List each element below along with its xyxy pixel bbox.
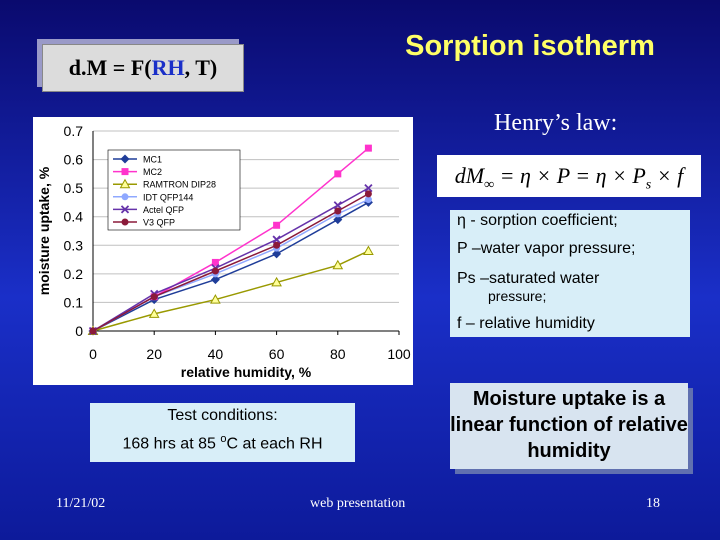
marker <box>272 249 282 259</box>
marker <box>148 308 160 318</box>
y-axis-label: moisture uptake, % <box>36 166 52 295</box>
x-tick-label: 40 <box>208 346 224 362</box>
formula-text: d.M = F( <box>68 55 152 80</box>
formula-box: d.M = F(RH, T) <box>42 44 244 92</box>
marker <box>363 245 374 255</box>
test-text: 168 hrs at 85 <box>122 435 221 453</box>
marker <box>210 275 220 285</box>
marker <box>271 276 282 287</box>
formula-highlight: RH <box>151 55 185 80</box>
marker <box>333 215 343 225</box>
marker <box>273 241 281 249</box>
definition: pressure; <box>488 288 547 304</box>
definition: f – relative humidity <box>457 315 595 332</box>
definition: η - sorption coefficient; <box>457 212 618 229</box>
formula-text: , T) <box>184 55 218 80</box>
marker <box>210 294 221 304</box>
legend-box <box>107 149 241 231</box>
slide-title: Sorption isotherm <box>405 30 655 62</box>
marker <box>120 154 130 164</box>
eq-sub: ∞ <box>484 177 495 193</box>
y-tick-label: 0.3 <box>64 237 84 253</box>
marker <box>120 205 130 214</box>
y-tick-label: 0.7 <box>64 123 84 139</box>
marker <box>334 207 342 215</box>
test-heading: Test conditions: <box>167 407 278 424</box>
marker <box>273 221 281 229</box>
y-tick-label: 0 <box>75 323 83 339</box>
definitions-box: η - sorption coefficient; P –water vapor… <box>450 210 690 337</box>
footer-center: web presentation <box>310 496 406 511</box>
y-tick-label: 0.6 <box>64 152 84 168</box>
eq-part: × f <box>651 163 684 188</box>
y-tick-label: 0.2 <box>64 266 84 282</box>
eq-part: = η × P = η × P <box>494 163 646 188</box>
x-tick-label: 0 <box>89 346 97 362</box>
marker <box>121 168 129 176</box>
footer-page: 18 <box>646 496 660 511</box>
series-line <box>92 250 369 332</box>
eq-part: dM <box>454 163 485 188</box>
marker <box>150 293 158 301</box>
marker <box>211 267 219 275</box>
marker <box>364 196 372 204</box>
marker <box>333 201 342 210</box>
y-tick-label: 0.4 <box>64 209 84 225</box>
conclusion-box: Moisture uptake is a linear function of … <box>450 383 688 469</box>
marker <box>211 258 219 266</box>
marker <box>364 144 372 152</box>
legend: MC1 MC2 RAMTRON DIP28 IDT QFP144 Actel QFP V3… <box>107 149 241 231</box>
test-box: Test conditions: 168 hrs at 85 oC at eac… <box>90 403 355 462</box>
henry-label: Henry’s law: <box>494 110 618 136</box>
footer-date: 11/21/02 <box>56 496 106 511</box>
series-line <box>92 187 369 332</box>
series-line <box>92 201 369 332</box>
chart: 0 0.1 0.2 0.3 0.4 0.5 0.6 0.7 0 20 40 60 80 100 relati… <box>33 117 413 385</box>
test-sup: o <box>220 433 227 445</box>
x-axis-label: relative humidity, % <box>181 364 312 380</box>
marker <box>364 184 373 193</box>
marker <box>119 178 131 189</box>
x-tick-label: 60 <box>269 346 285 362</box>
y-tick-label: 0.5 <box>64 180 84 196</box>
marker <box>334 170 342 178</box>
legend-label: IDT QFP144 <box>143 192 193 202</box>
legend-label: RAMTRON DIP28 <box>143 180 216 190</box>
eq-sub: s <box>645 177 652 193</box>
marker <box>272 235 281 244</box>
equation: dM∞ = η × P = η × Ps × f <box>437 155 701 197</box>
definition: P –water vapor pressure; <box>457 240 636 257</box>
test-line: 168 hrs at 85 oC at each RH <box>90 433 355 453</box>
marker <box>121 218 129 226</box>
x-tick-label: 80 <box>330 346 346 362</box>
definition: Ps –saturated water <box>457 270 600 287</box>
marker <box>89 327 97 335</box>
legend-label: Actel QFP <box>143 205 184 215</box>
marker <box>364 190 372 198</box>
marker <box>121 193 129 201</box>
marker <box>332 259 344 270</box>
legend-label: MC2 <box>143 167 162 177</box>
test-text: C at each RH <box>226 435 323 453</box>
x-tick-label: 20 <box>146 346 162 362</box>
y-tick-label: 0.1 <box>64 294 84 310</box>
legend-label: V3 QFP <box>143 218 175 228</box>
series-line <box>92 193 369 332</box>
x-tick-label: 100 <box>387 346 411 362</box>
legend-label: MC1 <box>143 155 162 165</box>
